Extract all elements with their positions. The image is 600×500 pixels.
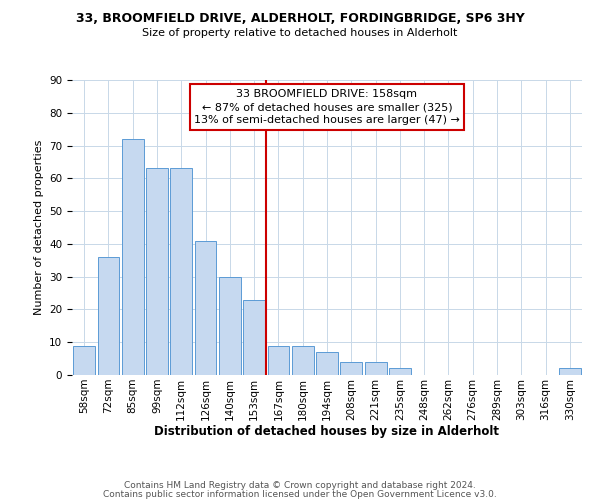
- Bar: [97, 257, 119, 375]
- Bar: [194, 240, 217, 375]
- Bar: [170, 168, 192, 375]
- Bar: [365, 362, 386, 375]
- Text: 33 BROOMFIELD DRIVE: 158sqm
← 87% of detached houses are smaller (325)
13% of se: 33 BROOMFIELD DRIVE: 158sqm ← 87% of det…: [194, 89, 460, 125]
- Bar: [340, 362, 362, 375]
- Y-axis label: Number of detached properties: Number of detached properties: [34, 140, 44, 315]
- Bar: [292, 346, 314, 375]
- Text: Contains HM Land Registry data © Crown copyright and database right 2024.: Contains HM Land Registry data © Crown c…: [124, 481, 476, 490]
- Text: Size of property relative to detached houses in Alderholt: Size of property relative to detached ho…: [142, 28, 458, 38]
- Text: Contains public sector information licensed under the Open Government Licence v3: Contains public sector information licen…: [103, 490, 497, 499]
- X-axis label: Distribution of detached houses by size in Alderholt: Distribution of detached houses by size …: [155, 426, 499, 438]
- Bar: [268, 346, 289, 375]
- Bar: [389, 368, 411, 375]
- Bar: [243, 300, 265, 375]
- Bar: [316, 352, 338, 375]
- Text: 33, BROOMFIELD DRIVE, ALDERHOLT, FORDINGBRIDGE, SP6 3HY: 33, BROOMFIELD DRIVE, ALDERHOLT, FORDING…: [76, 12, 524, 26]
- Bar: [73, 346, 95, 375]
- Bar: [219, 276, 241, 375]
- Bar: [122, 139, 143, 375]
- Bar: [146, 168, 168, 375]
- Bar: [559, 368, 581, 375]
